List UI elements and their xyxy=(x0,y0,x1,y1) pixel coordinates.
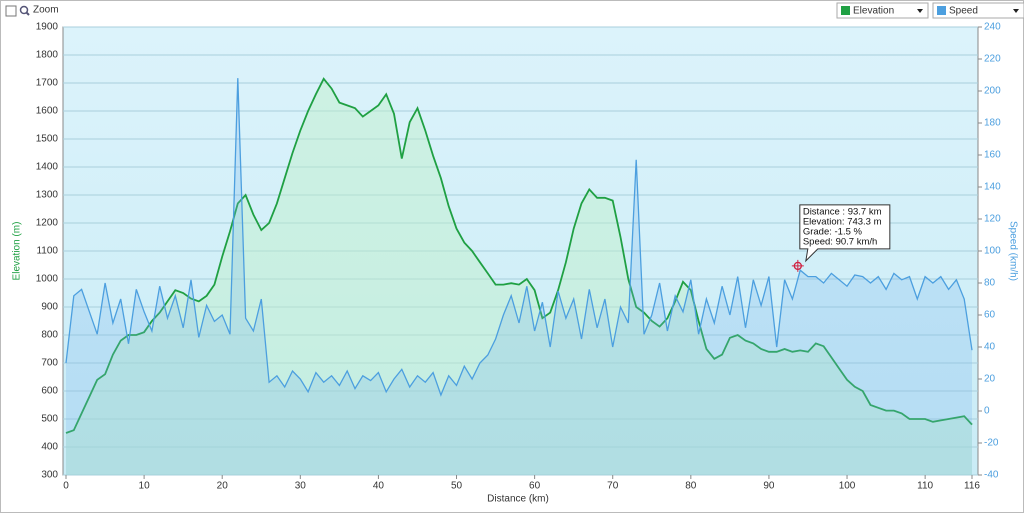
legend-dropdown[interactable] xyxy=(836,2,929,19)
tooltip-line: Speed: 90.7 km/h xyxy=(803,236,877,247)
y2-tick-label: 160 xyxy=(984,150,1001,161)
dropdown-arrow xyxy=(917,9,923,13)
y-tick-label: 900 xyxy=(41,302,58,313)
tooltip-line: Distance : 93.7 km xyxy=(803,206,882,217)
x-tick-label: 90 xyxy=(763,481,775,492)
y-tick-label: 700 xyxy=(41,358,58,369)
zoom-icon xyxy=(19,5,29,15)
x-tick-label: 0 xyxy=(63,481,69,492)
y-tick-label: 500 xyxy=(41,414,58,425)
y-tick-label: 1600 xyxy=(36,106,59,117)
x-tick-label: 110 xyxy=(917,481,933,492)
tooltip-line: Elevation: 743.3 m xyxy=(803,216,882,227)
x-tick-label: 40 xyxy=(373,481,385,492)
legend-dropdown[interactable] xyxy=(932,2,1024,19)
x-tick-label: 70 xyxy=(607,481,619,492)
y2-tick-label: 0 xyxy=(984,406,990,417)
x-tick-label: 20 xyxy=(217,481,229,492)
dropdown-arrow xyxy=(1013,9,1019,13)
y-tick-label: 1800 xyxy=(36,50,59,61)
y2-tick-label: 220 xyxy=(984,54,1001,65)
tooltip-box xyxy=(799,204,891,263)
y2-tick-label: 40 xyxy=(984,342,996,353)
x-axis-title: Distance (km) xyxy=(487,494,549,505)
y-tick-label: 1700 xyxy=(36,78,59,89)
tooltip-line: Grade: -1.5 % xyxy=(803,226,863,237)
x-tick-label: 10 xyxy=(139,481,151,492)
x-tick-label: 116 xyxy=(964,481,980,492)
zoom-icon-handle xyxy=(25,11,30,16)
legend-swatch xyxy=(841,6,850,15)
y2-tick-label: 140 xyxy=(984,182,1001,193)
y-tick-label: 1400 xyxy=(36,162,59,173)
x-tick-label: 80 xyxy=(685,481,697,492)
y2-tick-label: 20 xyxy=(984,374,996,385)
y2-tick-label: 180 xyxy=(984,118,1001,129)
series-area xyxy=(66,78,972,475)
y-tick-label: 800 xyxy=(41,330,58,341)
y2-tick-label: -20 xyxy=(984,438,999,449)
y-tick-label: 1000 xyxy=(36,274,59,285)
y2-axis-title: Speed (km/h) xyxy=(1007,221,1018,281)
y2-tick-label: -40 xyxy=(984,470,999,481)
y2-tick-label: 120 xyxy=(984,214,1001,225)
zoom-checkbox[interactable] xyxy=(5,5,17,17)
zoom-label[interactable]: Zoom xyxy=(33,5,59,16)
y-tick-label: 1500 xyxy=(36,134,59,145)
y-tick-label: 1100 xyxy=(36,246,58,257)
y-axis-title: Elevation (m) xyxy=(12,222,23,281)
x-tick-label: 100 xyxy=(839,481,856,492)
y2-tick-label: 80 xyxy=(984,278,996,289)
y2-tick-label: 240 xyxy=(984,22,1001,33)
y-tick-label: 600 xyxy=(41,386,58,397)
y-tick-label: 1300 xyxy=(36,190,59,201)
x-tick-label: 50 xyxy=(451,481,463,492)
series-line xyxy=(65,78,973,397)
y2-tick-label: 200 xyxy=(984,86,1001,97)
y-tick-label: 400 xyxy=(41,442,58,453)
series-line xyxy=(65,77,973,434)
legend-swatch xyxy=(937,6,946,15)
x-tick-label: 30 xyxy=(295,481,307,492)
y-tick-label: 1200 xyxy=(36,218,59,229)
y2-tick-label: 60 xyxy=(984,310,996,321)
x-tick-label: 60 xyxy=(529,481,541,492)
y2-tick-label: 100 xyxy=(984,246,1001,257)
y-tick-label: 300 xyxy=(41,470,58,481)
y-tick-label: 1900 xyxy=(36,22,59,33)
series-area xyxy=(66,78,972,476)
legend-label[interactable]: Elevation xyxy=(853,6,894,17)
legend-label[interactable]: Speed xyxy=(949,6,978,17)
